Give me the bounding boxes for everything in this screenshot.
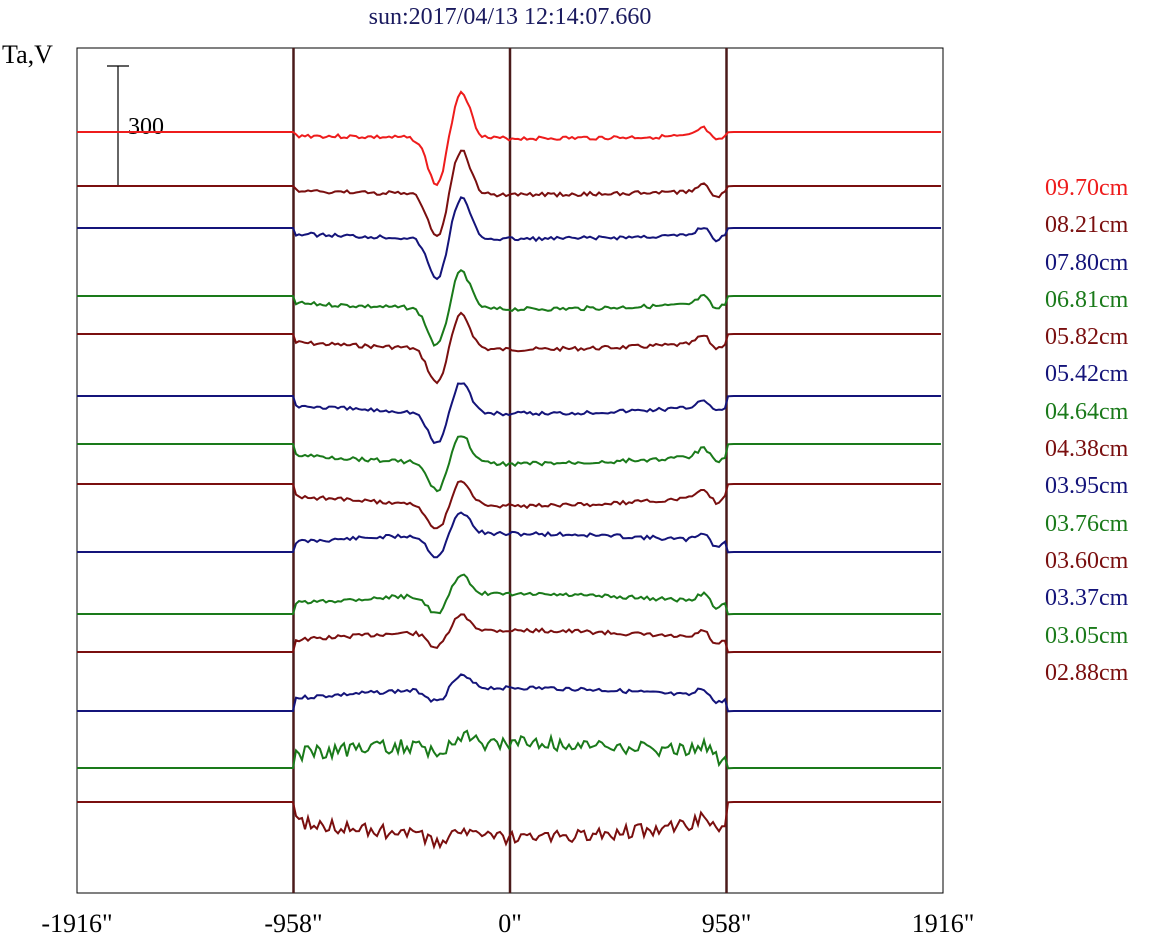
x-tick-label: -1916" — [41, 909, 112, 938]
series-line-05-82cm — [77, 311, 941, 385]
legend-entry: 03.60cm — [1045, 547, 1129, 574]
series-line-03-37cm — [77, 673, 941, 713]
series-line-02-88cm — [77, 801, 941, 850]
legend-entry: 08.21cm — [1045, 212, 1129, 239]
legend-entry: 04.38cm — [1045, 436, 1129, 463]
series-line-03-05cm — [77, 729, 941, 770]
legend-entry: 09.70cm — [1045, 175, 1129, 201]
legend-entry: 03.37cm — [1045, 585, 1129, 612]
series-line-05-42cm — [77, 382, 941, 445]
legend-entry: 07.80cm — [1045, 249, 1129, 276]
series-line-03-60cm — [77, 613, 941, 654]
legend: 09.70cm 08.21cm 07.80cm 06.81cm 05.82cm 05.42… — [1045, 170, 1128, 692]
legend-entry: 03.95cm — [1045, 473, 1129, 500]
series-line-06-81cm — [77, 268, 941, 347]
series-line-07-80cm — [77, 196, 941, 281]
scale-bar-label: 300 — [128, 114, 164, 140]
legend-entry: 06.81cm — [1045, 286, 1129, 313]
legend-entry: 05.82cm — [1045, 324, 1129, 351]
legend-entry: 05.42cm — [1045, 361, 1129, 388]
legend-entry: 02.88cm — [1045, 659, 1129, 686]
x-tick-label: 1916" — [912, 909, 975, 938]
legend-entry: 03.76cm — [1045, 510, 1129, 537]
series-line-03-95cm — [77, 511, 941, 559]
series-line-09-70cm — [77, 90, 941, 187]
series-line-04-64cm — [77, 435, 941, 493]
x-tick-label: 958" — [702, 909, 752, 938]
series-line-03-76cm — [77, 573, 941, 616]
series-line-08-21cm — [77, 149, 941, 238]
series-line-04-38cm — [77, 480, 941, 530]
y-axis-label: Ta,V — [2, 40, 53, 69]
x-tick-label: 0" — [498, 909, 522, 938]
legend-entry: 04.64cm — [1045, 398, 1129, 425]
chart-title: sun:2017/04/13 12:14:07.660 — [368, 4, 652, 30]
legend-entry: 03.05cm — [1045, 622, 1129, 649]
x-tick-label: -958" — [264, 909, 322, 938]
